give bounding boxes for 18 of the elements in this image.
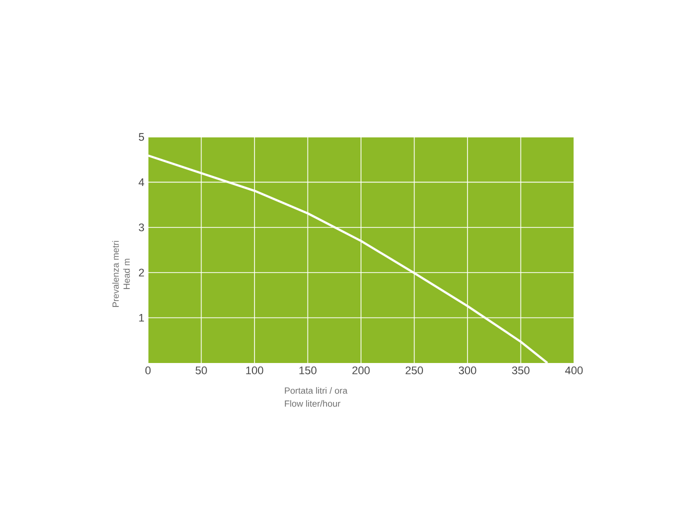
- y-tick-label: 5: [138, 133, 144, 141]
- text: Flow liter/hour: [284, 400, 340, 407]
- x-tick-label: 350: [512, 366, 530, 374]
- y-tick-label: 3: [138, 224, 144, 232]
- x-tick-label: 250: [406, 366, 423, 374]
- y-tick-label: 1: [139, 314, 144, 322]
- x-tick-label: 400: [565, 366, 583, 374]
- y-axis-title: Prevalenza metri: [112, 240, 119, 307]
- x-tick-label: 200: [352, 366, 370, 374]
- y-tick-label: 2: [138, 268, 144, 276]
- x-tick-label: 300: [458, 366, 476, 374]
- x-tick-label: 100: [246, 366, 264, 374]
- text: Head m: [123, 258, 130, 289]
- x-tick-label: 50: [196, 366, 207, 374]
- x-axis-title: Portata litri / ora: [284, 387, 348, 394]
- y-tick-label: 4: [138, 178, 144, 186]
- x-tick-label: 0: [145, 366, 151, 374]
- x-tick-label: 150: [299, 366, 316, 374]
